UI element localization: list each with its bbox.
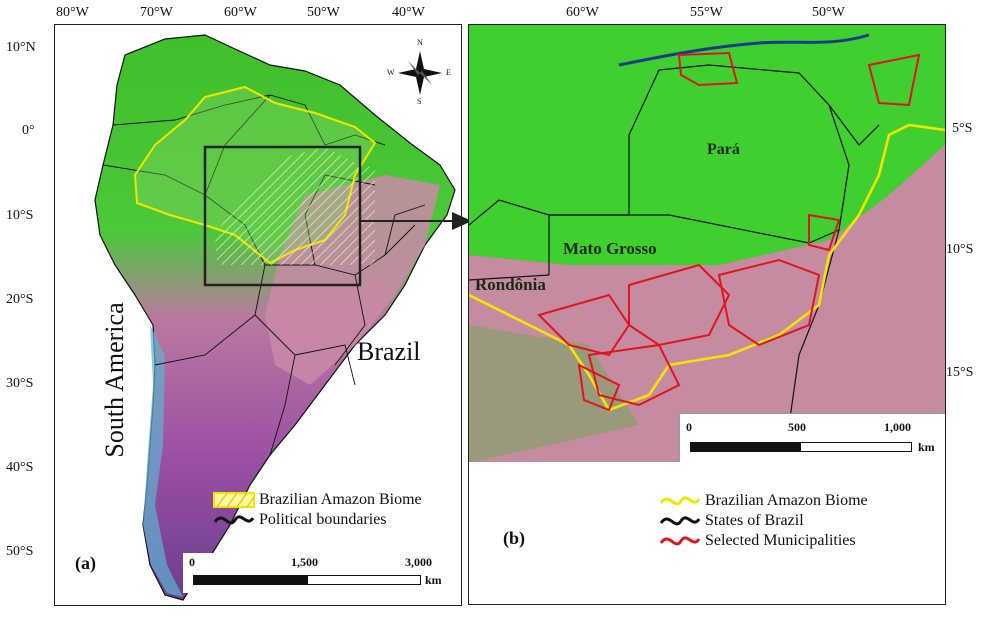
legend-item-political-boundaries: Political boundaries: [213, 511, 387, 529]
state-label-mato-grosso: Mato Grosso: [563, 239, 657, 258]
state-label-para: Pará: [707, 141, 740, 158]
south-america-map: [94, 34, 456, 601]
lat-tick: 10°N: [6, 40, 36, 55]
legend-item-municipalities: Selected Municipalities: [659, 532, 856, 550]
scale-bar-white: [800, 442, 912, 452]
scale-unit: km: [425, 573, 442, 587]
scale-tick: 1,500: [291, 555, 318, 569]
scale-bar-white: [307, 575, 421, 585]
lon-tick: 80°W: [56, 5, 89, 20]
mixed-region: [469, 325, 639, 463]
hatched-yellow-swatch-icon: [213, 492, 255, 508]
wave-red-swatch-icon: [659, 536, 701, 546]
legend-item-amazon-biome: Brazilian Amazon Biome: [213, 491, 422, 509]
compass-s: S: [417, 97, 422, 106]
lat-tick: 50°S: [6, 544, 34, 559]
scale-unit: km: [918, 440, 935, 454]
scale-tick: 3,000: [405, 555, 432, 569]
study-area-box: [203, 145, 362, 287]
study-area-map: [469, 25, 945, 463]
compass-n: N: [417, 38, 423, 47]
andes-region: [143, 325, 183, 597]
panel-b-map-frame: Pará Mato Grosso Rondônia 0 500 1,000 km: [468, 24, 946, 464]
state-label-rondonia: Rondônia: [475, 275, 546, 294]
wave-yellow-swatch-icon: [659, 496, 701, 506]
lat-tick: 10°S: [6, 208, 34, 223]
lat-tick: 40°S: [6, 460, 34, 475]
legend-label: Brazilian Amazon Biome: [259, 491, 422, 508]
legend-item-states: States of Brazil: [659, 512, 804, 530]
lat-tick: 0°: [22, 123, 35, 138]
compass-rose-icon: [398, 51, 442, 95]
scale-tick: 1,000: [884, 420, 911, 434]
lat-tick: 10°S: [946, 242, 974, 257]
continent-label: South America: [100, 302, 129, 458]
state-boundaries: [469, 64, 880, 426]
selected-municipalities: [537, 51, 921, 412]
scale-bar-black: [193, 575, 309, 585]
lat-tick: 20°S: [6, 292, 34, 307]
legend-label: Brazilian Amazon Biome: [705, 492, 868, 509]
forest-region: [469, 25, 945, 265]
legend-label: States of Brazil: [705, 512, 804, 529]
panel-b-label: (b): [503, 528, 525, 548]
scale-tick: 0: [686, 420, 692, 434]
lon-tick: 60°W: [224, 5, 257, 20]
lat-tick: 15°S: [946, 365, 974, 380]
scale-tick: 500: [788, 420, 806, 434]
panel-a-label: (a): [75, 553, 96, 573]
legend-label: Selected Municipalities: [705, 532, 856, 549]
lon-tick: 70°W: [140, 5, 173, 20]
lon-tick: 55°W: [690, 5, 723, 20]
scale-bar-black: [690, 442, 802, 452]
scale-tick: 0: [189, 555, 195, 569]
compass-e: E: [446, 68, 451, 77]
lat-tick: 5°S: [952, 121, 973, 136]
panel-b-scale-bar: 0 500 1,000 km: [679, 413, 945, 463]
amazon-biome-boundary: [469, 123, 945, 412]
legend-item-amazon-biome: Brazilian Amazon Biome: [659, 492, 868, 510]
country-label: Brazil: [357, 337, 421, 366]
amazon-river: [618, 33, 870, 67]
lon-tick: 40°W: [392, 5, 425, 20]
lon-tick: 50°W: [307, 5, 340, 20]
wave-black-swatch-icon: [213, 515, 255, 525]
panel-a-scale-bar: 0 1,500 3,000 km: [183, 553, 453, 593]
legend-label: Political boundaries: [259, 511, 387, 528]
wave-black-swatch-icon: [659, 516, 701, 526]
zoom-arrow-head-icon: [452, 212, 472, 230]
panel-b-legend-frame: (b) Brazilian Amazon Biome States of Bra…: [468, 462, 946, 605]
compass-w: W: [387, 68, 395, 77]
panel-a-map-frame: N S E W South America Brazil Brazilian A…: [54, 24, 462, 606]
lon-tick: 50°W: [812, 5, 845, 20]
lon-tick: 60°W: [566, 5, 599, 20]
lat-tick: 30°S: [6, 376, 34, 391]
